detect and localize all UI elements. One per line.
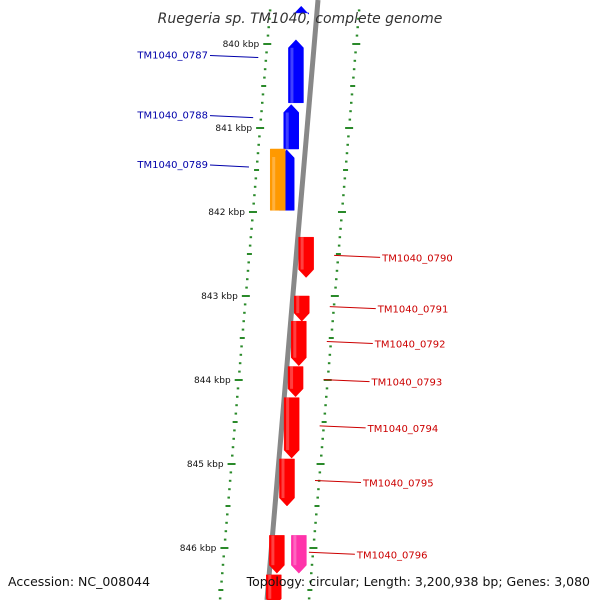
label-leader-lines [209, 55, 381, 555]
kbp-label: 845 kbp [187, 460, 224, 470]
tick-track-left [218, 9, 272, 600]
gene-arrow [269, 535, 285, 574]
gene-labels: TM1040_0787 TM1040_0788 TM1040_0789 TM1040_… [136, 51, 452, 562]
gene-highlight [300, 237, 304, 270]
label-leader [314, 479, 362, 483]
kbp-label: 846 kbp [180, 544, 217, 554]
accession-text: Accession: NC_008044 [8, 574, 150, 589]
gene-highlight [290, 366, 294, 389]
topology-text: Topology: circular; Length: 3,200,938 bp… [246, 574, 590, 589]
label-leader [308, 551, 355, 555]
gene-label: TM1040_0793 [371, 378, 443, 389]
gene-label: TM1040_0795 [362, 478, 434, 489]
label-leader [323, 379, 370, 383]
label-leader [319, 425, 366, 429]
tick-track-right [307, 9, 361, 600]
gene-label: TM1040_0790 [381, 253, 453, 264]
label-leader [329, 306, 376, 310]
kbp-label: 841 kbp [215, 124, 252, 134]
gene-highlight [285, 112, 289, 149]
label-leader [334, 254, 381, 258]
gene-arrow [291, 320, 307, 367]
gene-highlight [296, 296, 300, 314]
kbp-label: 842 kbp [208, 208, 245, 218]
genome-backbone [264, 0, 321, 600]
gene-highlight [293, 321, 297, 358]
gene-arrow [287, 366, 304, 398]
kbp-label: 843 kbp [201, 292, 238, 302]
label-leader [209, 115, 254, 119]
label-leader [209, 164, 250, 168]
gene-label: TM1040_0788 [136, 111, 208, 122]
gene-highlight [268, 574, 272, 599]
gene-label: TM1040_0787 [136, 51, 208, 62]
gene-label: TM1040_0792 [374, 339, 446, 350]
gene-label: TM1040_0794 [367, 424, 439, 435]
kbp-label: 840 kbp [223, 40, 260, 50]
gene-highlight [293, 535, 297, 566]
label-leader [209, 55, 259, 59]
kbp-marker-labels: 840 kbp 841 kbp 842 kbp 843 kbp 844 kbp 845 k… [180, 40, 260, 554]
page-title: Ruegeria sp. TM1040, complete genome [158, 11, 443, 27]
gene-arrow [298, 236, 314, 278]
gene-arrow [288, 39, 304, 104]
gene-arrow [269, 148, 286, 211]
gene-arrow [283, 397, 300, 459]
gene-label: TM1040_0791 [377, 305, 449, 316]
kbp-label: 844 kbp [194, 376, 231, 386]
gene-arrow [293, 5, 309, 15]
gene-highlight [290, 47, 294, 103]
label-leader [326, 340, 373, 344]
gene-label: TM1040_0796 [356, 550, 428, 561]
gene-label: TM1040_0789 [136, 160, 208, 171]
gene-highlight [272, 157, 276, 211]
gene-arrow [283, 104, 299, 150]
gene-highlight [271, 535, 275, 566]
gene-arrow [294, 295, 310, 322]
gene-arrow [291, 535, 307, 574]
gene-arrow [266, 574, 282, 600]
gene-highlight [286, 397, 290, 451]
gene-layer [266, 5, 314, 600]
gene-arrow [279, 458, 295, 507]
gene-highlight [281, 458, 285, 498]
